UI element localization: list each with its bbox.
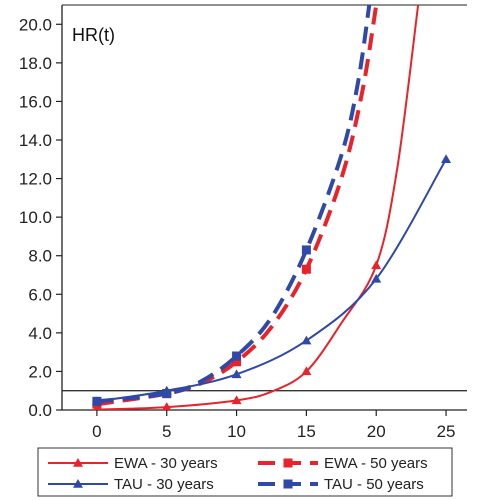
series-3 (92, 5, 372, 406)
series-line (96, 5, 379, 407)
series-marker (231, 395, 242, 405)
x-tick-label: 15 (297, 422, 316, 441)
x-tick-label: 25 (437, 422, 456, 441)
series-marker (301, 366, 312, 376)
x-tick-label: 10 (227, 422, 246, 441)
series-marker (441, 154, 452, 164)
y-tick-label: 12.0 (19, 170, 52, 189)
series-marker (371, 260, 382, 270)
y-tick-label: 18.0 (19, 54, 52, 73)
y-tick-label: 20.0 (19, 15, 52, 34)
legend-marker (283, 479, 293, 489)
axes (56, 4, 467, 416)
legend-marker (283, 458, 293, 468)
series-line (96, 5, 420, 410)
y-tick-label: 10.0 (19, 208, 52, 227)
x-tick-label: 0 (92, 422, 101, 441)
series-marker (232, 351, 242, 361)
y-tick-label: 16.0 (19, 92, 52, 111)
series-marker (232, 357, 242, 367)
x-tick-label: 20 (367, 422, 386, 441)
y-tick-label: 14.0 (19, 131, 52, 150)
legend-label: EWA - 30 years (114, 455, 218, 472)
series-1 (92, 5, 379, 409)
series-layer (91, 5, 452, 410)
series-2 (91, 154, 452, 406)
series-marker (162, 389, 172, 399)
legend-label: TAU - 30 years (114, 476, 214, 493)
x-tick-label: 5 (162, 422, 171, 441)
legend: EWA - 30 years EWA - 50 years TAU - 30 yea… (37, 447, 453, 497)
legend-box (37, 447, 453, 497)
series-marker (301, 335, 312, 345)
y-tick-label: 2.0 (28, 362, 52, 381)
series-line (96, 5, 372, 404)
series-marker (231, 369, 242, 379)
series-marker (92, 396, 102, 406)
labels-layer: 0.0 2.0 4.0 6.0 8.0 10.0 12.0 14.0 16.0 18.0 20.0 0… (19, 15, 456, 441)
hr-annotation: HR(t) (72, 25, 115, 45)
series-marker (371, 273, 382, 283)
series-marker (301, 264, 311, 274)
legend-label: EWA - 50 years (324, 455, 428, 472)
series-0 (93, 5, 420, 410)
series-marker (162, 402, 172, 410)
y-tick-label: 0.0 (28, 401, 52, 420)
legend-label: TAU - 50 years (324, 476, 424, 493)
series-marker (301, 245, 311, 255)
legend-marker (73, 479, 83, 488)
y-tick-label: 4.0 (28, 324, 52, 343)
legend-marker (73, 458, 83, 467)
y-tick-label: 8.0 (28, 247, 52, 266)
y-tick-label: 6.0 (28, 285, 52, 304)
